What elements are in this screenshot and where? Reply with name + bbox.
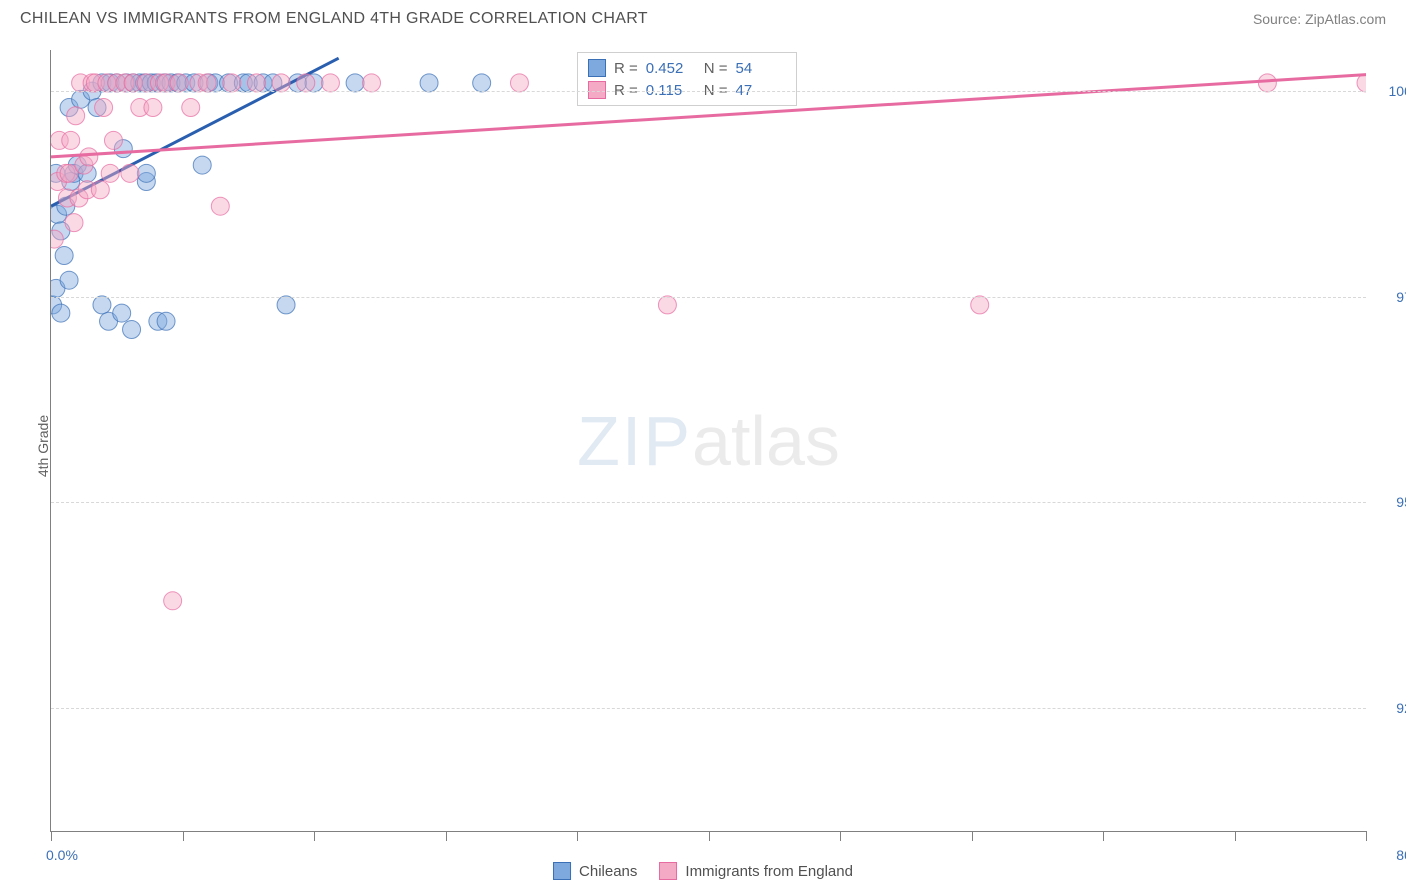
data-point (65, 214, 83, 232)
x-tick (1103, 831, 1104, 841)
chart-source: Source: ZipAtlas.com (1253, 11, 1386, 27)
data-point (60, 271, 78, 289)
stats-row: R = 0.115 N = 47 (588, 79, 786, 101)
y-tick-label: 100.0% (1376, 83, 1406, 99)
legend-item: Immigrants from England (659, 862, 853, 880)
data-point (1258, 74, 1276, 92)
data-point (211, 197, 229, 215)
data-point (121, 164, 139, 182)
gridline (51, 502, 1366, 503)
stat-r-value: 0.452 (646, 60, 696, 77)
x-tick (1366, 831, 1367, 841)
chart-title: CHILEAN VS IMMIGRANTS FROM ENGLAND 4TH G… (20, 10, 648, 28)
x-tick (1235, 831, 1236, 841)
gridline (51, 297, 1366, 298)
stats-row: R = 0.452 N = 54 (588, 57, 786, 79)
data-point (321, 74, 339, 92)
x-tick (972, 831, 973, 841)
y-tick-label: 95.0% (1376, 494, 1406, 510)
stat-r-label: R = (614, 82, 638, 99)
legend-label: Immigrants from England (685, 863, 853, 880)
data-point (170, 74, 188, 92)
legend-swatch (659, 862, 677, 880)
data-point (137, 164, 155, 182)
data-point (277, 296, 295, 314)
legend: Chileans Immigrants from England (553, 862, 853, 880)
data-point (971, 296, 989, 314)
data-point (658, 296, 676, 314)
stats-swatch (588, 59, 606, 77)
data-point (67, 107, 85, 125)
x-tick (709, 831, 710, 841)
data-point (164, 592, 182, 610)
y-axis-label: 4th Grade (35, 415, 51, 477)
x-tick-last: 80.0% (1396, 847, 1406, 863)
data-point (247, 74, 265, 92)
data-point (123, 321, 141, 339)
legend-label: Chileans (579, 863, 637, 880)
gridline (51, 708, 1366, 709)
x-tick (314, 831, 315, 841)
data-point (104, 131, 122, 149)
y-tick-label: 97.5% (1376, 289, 1406, 305)
x-tick (840, 831, 841, 841)
x-tick (446, 831, 447, 841)
stat-n-label: N = (704, 60, 728, 77)
data-point (80, 148, 98, 166)
x-tick (577, 831, 578, 841)
data-point (297, 74, 315, 92)
chart-svg (51, 50, 1366, 831)
x-tick (51, 831, 52, 841)
data-point (182, 99, 200, 117)
data-point (91, 181, 109, 199)
data-point (52, 304, 70, 322)
data-point (101, 164, 119, 182)
x-tick-first: 0.0% (46, 847, 78, 863)
data-point (193, 156, 211, 174)
scatter-chart: ZIPatlas R =0.452N =54R =0.115N =47 0.0%… (50, 50, 1366, 832)
stat-n-value: 54 (736, 60, 786, 77)
gridline (51, 91, 1366, 92)
data-point (55, 247, 73, 265)
stats-box: R = 0.452 N = 54 R = 0.115 N = 47 (577, 52, 797, 106)
data-point (272, 74, 290, 92)
stat-r-value: 0.115 (646, 82, 696, 99)
stat-r-label: R = (614, 60, 638, 77)
x-tick (183, 831, 184, 841)
data-point (510, 74, 528, 92)
chart-header: CHILEAN VS IMMIGRANTS FROM ENGLAND 4TH G… (0, 0, 1406, 34)
stat-n-label: N = (704, 82, 728, 99)
data-point (157, 312, 175, 330)
legend-swatch (553, 862, 571, 880)
data-point (113, 304, 131, 322)
data-point (144, 99, 162, 117)
data-point (473, 74, 491, 92)
data-point (93, 296, 111, 314)
data-point (420, 74, 438, 92)
y-tick-label: 92.5% (1376, 700, 1406, 716)
data-point (363, 74, 381, 92)
data-point (95, 99, 113, 117)
stats-swatch (588, 81, 606, 99)
stat-n-value: 47 (736, 82, 786, 99)
data-point (62, 131, 80, 149)
data-point (346, 74, 364, 92)
legend-item: Chileans (553, 862, 637, 880)
data-point (223, 74, 241, 92)
data-point (198, 74, 216, 92)
